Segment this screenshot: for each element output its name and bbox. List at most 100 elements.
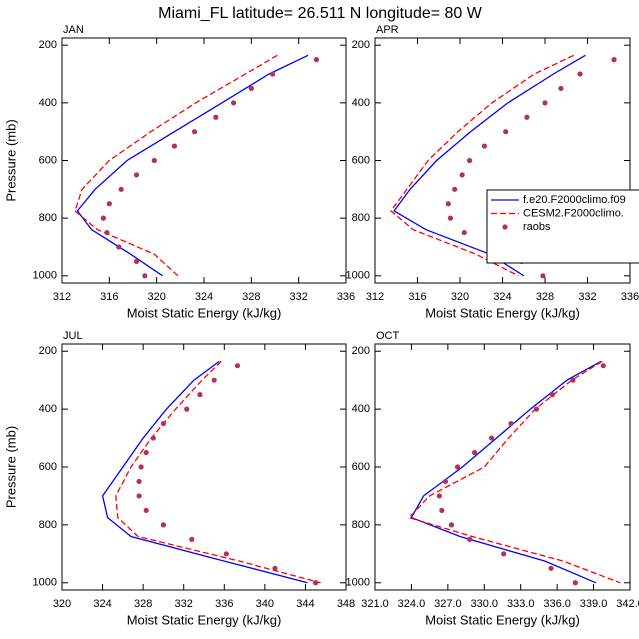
raob-point <box>248 85 254 92</box>
raob-point <box>448 522 455 528</box>
raob-point <box>466 157 473 164</box>
y-tick-label: 400 <box>352 403 370 415</box>
y-tick-label: 400 <box>39 403 57 415</box>
x-axis-label: Moist Static Energy (kJ/kg) <box>425 305 580 320</box>
y-tick-label: 400 <box>352 97 370 109</box>
x-tick-label: 336.0 <box>543 598 571 610</box>
raob-point <box>549 392 555 398</box>
raob-point <box>577 71 583 77</box>
raob-point <box>143 449 149 456</box>
raob-point <box>270 71 276 77</box>
y-tick-label: 800 <box>39 212 57 224</box>
raob-point <box>230 100 237 106</box>
raob-point <box>442 478 449 485</box>
y-axis-label: Pressure (mb) <box>3 426 18 508</box>
raob-point <box>508 420 514 427</box>
raob-point <box>447 215 454 221</box>
raob-point <box>503 129 509 135</box>
x-tick-label: 336 <box>215 598 233 610</box>
raob-point <box>572 580 578 586</box>
raob-point <box>171 143 178 149</box>
raob-point <box>160 420 167 427</box>
raob-point <box>436 493 442 499</box>
legend-label: raobs <box>523 221 551 233</box>
x-tick-label: 332 <box>578 291 596 303</box>
raob-point <box>184 406 190 412</box>
y-tick-label: 200 <box>39 39 57 51</box>
raob-point <box>533 406 540 412</box>
x-tick-label: 320 <box>147 291 165 303</box>
y-tick-label: 1000 <box>33 577 57 589</box>
raob-point <box>312 580 319 586</box>
panel-title: JAN <box>63 24 84 36</box>
raob-point <box>106 201 112 207</box>
raob-point <box>570 377 576 383</box>
raob-point <box>143 507 149 514</box>
y-tick-label: 800 <box>39 519 57 531</box>
raob-point <box>133 172 140 178</box>
x-tick-label: 316 <box>100 291 118 303</box>
raob-point <box>481 143 488 149</box>
profile-line <box>393 54 586 277</box>
y-tick-label: 200 <box>352 345 370 357</box>
y-tick-label: 800 <box>352 519 370 531</box>
raob-point <box>136 493 142 499</box>
legend-label: f.e20.F2000climo.f09 <box>523 194 626 206</box>
plot-frame <box>374 343 631 591</box>
raob-point <box>540 273 546 279</box>
x-tick-label: 328 <box>242 291 260 303</box>
plot-frame <box>374 37 631 284</box>
raob-point <box>116 244 122 250</box>
profile-line <box>390 54 574 277</box>
raob-point <box>488 435 495 441</box>
x-tick-label: 320 <box>451 291 469 303</box>
x-tick-label: 312 <box>366 291 384 303</box>
x-tick-label: 336 <box>337 291 355 303</box>
raob-point <box>104 229 110 236</box>
raob-point <box>151 157 157 164</box>
x-tick-label: 348 <box>337 598 355 610</box>
x-tick-label: 327.0 <box>434 598 462 610</box>
raob-point <box>445 201 451 207</box>
raob-point <box>452 186 458 192</box>
y-tick-label: 400 <box>39 97 57 109</box>
raob-point <box>548 565 554 571</box>
raob-point <box>501 551 507 557</box>
raob-point <box>313 57 320 63</box>
profile-line <box>76 54 309 277</box>
x-tick-label: 336 <box>621 291 639 303</box>
raob-point <box>191 129 198 135</box>
legend-label: CESM2.F2000climo. <box>523 207 624 219</box>
x-tick-label: 344 <box>296 598 314 610</box>
raob-point <box>160 522 167 528</box>
y-tick-label: 200 <box>352 39 370 51</box>
raob-point <box>100 215 107 221</box>
x-tick-label: 328 <box>536 291 554 303</box>
raob-point <box>138 464 144 470</box>
x-tick-label: 332 <box>175 598 193 610</box>
raob-point <box>454 464 461 470</box>
x-tick-label: 339.0 <box>580 598 608 610</box>
raob-point <box>189 536 195 542</box>
raob-point <box>524 114 530 120</box>
raob-point <box>611 57 617 63</box>
raob-point <box>461 229 467 236</box>
x-axis-label: Moist Static Energy (kJ/kg) <box>425 612 580 627</box>
raob-point <box>471 449 478 456</box>
x-tick-label: 321.0 <box>361 598 389 610</box>
y-tick-label: 1000 <box>346 270 370 282</box>
profile-line <box>74 54 278 277</box>
raob-point <box>150 435 156 441</box>
x-tick-label: 324 <box>93 598 111 610</box>
y-tick-label: 800 <box>352 212 370 224</box>
raob-point <box>272 565 278 571</box>
x-tick-label: 333.0 <box>507 598 535 610</box>
x-tick-label: 316 <box>408 291 426 303</box>
x-tick-label: 330.0 <box>471 598 499 610</box>
x-tick-label: 328 <box>134 598 152 610</box>
y-tick-label: 1000 <box>33 270 57 282</box>
raob-point <box>136 478 142 485</box>
y-tick-label: 600 <box>352 154 370 166</box>
raob-point <box>142 273 148 279</box>
